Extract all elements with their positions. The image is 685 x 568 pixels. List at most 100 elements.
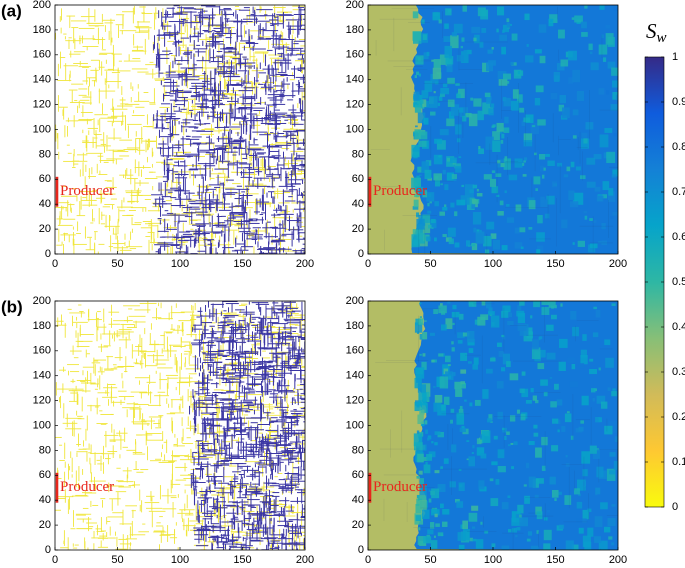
saturation-patch (430, 111, 436, 116)
saturation-patch (606, 90, 610, 95)
saturation-patch (566, 166, 571, 172)
saturation-patch (522, 162, 525, 166)
panel (55, 5, 305, 254)
saturation-patch (418, 174, 422, 177)
saturation-patch (554, 75, 560, 83)
saturation-patch (534, 49, 542, 54)
saturation-patch (497, 211, 504, 216)
y-tick-label: 140 (33, 74, 51, 86)
y-tick-label: 60 (39, 173, 51, 185)
saturation-patch (500, 162, 505, 168)
saturation-patch (497, 160, 501, 164)
saturation-patch (579, 175, 586, 180)
saturation-patch (458, 88, 465, 99)
saturation-patch (446, 118, 455, 127)
saturation-patch (456, 138, 461, 143)
saturation-patch (598, 44, 608, 55)
saturation-patch (424, 169, 432, 180)
saturation-patch (473, 37, 477, 42)
saturation-patch (607, 191, 616, 202)
saturation-patch (440, 183, 443, 186)
saturation-patch (471, 26, 481, 34)
saturation-patch (444, 184, 449, 191)
saturation-patch (413, 91, 420, 101)
saturation-patch (461, 37, 465, 42)
saturation-patch (456, 199, 466, 206)
saturation-patch (559, 95, 567, 104)
saturation-patch (423, 100, 430, 108)
panel (368, 5, 618, 254)
saturation-patch (449, 157, 457, 163)
saturation-patch (460, 45, 463, 49)
saturation-patch (485, 136, 494, 150)
saturation-patch (438, 155, 442, 158)
saturation-patch (588, 43, 593, 51)
saturation-patch (428, 193, 432, 198)
saturation-patch (611, 67, 618, 76)
saturation-patch (439, 93, 445, 97)
saturation-patch (432, 67, 442, 80)
saturation-patch (421, 90, 429, 99)
saturation-patch (422, 34, 427, 40)
saturation-patch (455, 124, 462, 135)
saturation-patch (497, 159, 504, 168)
saturation-patch (608, 188, 614, 196)
x-tick-label: 100 (171, 258, 189, 270)
saturation-patch (453, 177, 457, 181)
saturation-patch (470, 97, 474, 101)
annotation: Producer (373, 183, 427, 199)
saturation-patch (418, 140, 427, 147)
saturation-patch (489, 178, 497, 187)
saturation-patch (541, 174, 545, 179)
saturation-patch (593, 154, 602, 160)
saturation-patch (438, 19, 442, 24)
saturation-patch (450, 35, 459, 49)
y-tick-label: 40 (39, 198, 51, 210)
saturation-patch (416, 175, 420, 178)
saturation-patch (514, 242, 523, 249)
saturation-patch (501, 46, 506, 55)
saturation-patch (612, 211, 618, 216)
saturation-patch (491, 46, 494, 50)
saturation-patch (602, 194, 608, 199)
y-tick-label: 80 (39, 148, 51, 160)
saturation-patch (558, 104, 565, 112)
saturation-patch (418, 131, 428, 140)
saturation-patch (429, 96, 438, 108)
saturation-patch (611, 174, 617, 178)
y-tick-label: 180 (33, 24, 51, 36)
saturation-patch (415, 71, 420, 75)
saturation-patch (440, 88, 450, 95)
saturation-patch (503, 158, 511, 170)
saturation-patch (415, 55, 424, 65)
saturation-patch (572, 109, 579, 116)
saturation-patch (604, 128, 613, 133)
saturation-patch (583, 211, 588, 214)
saturation-patch (414, 75, 417, 79)
saturation-patch (520, 246, 524, 250)
saturation-patch (496, 28, 499, 33)
saturation-patch (574, 15, 583, 23)
saturation-patch (416, 218, 425, 230)
saturation-patch (424, 80, 433, 92)
saturation-patch (528, 200, 536, 210)
saturation-patch (416, 212, 420, 218)
y-tick-label: 0 (45, 248, 51, 260)
saturation-patch (585, 122, 594, 130)
saturation-patch (497, 6, 505, 16)
saturation-patch (599, 5, 605, 10)
saturation-patch (415, 125, 418, 128)
saturation-patch (442, 169, 446, 175)
x-tick-label: 150 (233, 258, 251, 270)
saturation-patch (458, 107, 464, 113)
saturation-patch (481, 27, 487, 33)
saturation-patch (421, 19, 425, 24)
y-tick-label: 120 (346, 99, 364, 111)
saturation-patch (538, 24, 547, 33)
saturation-patch (439, 54, 449, 65)
saturation-patch (515, 204, 522, 212)
saturation-patch (427, 177, 432, 181)
x-tick-label: 200 (296, 258, 314, 270)
saturation-patch (447, 99, 455, 107)
saturation-patch (523, 140, 533, 147)
